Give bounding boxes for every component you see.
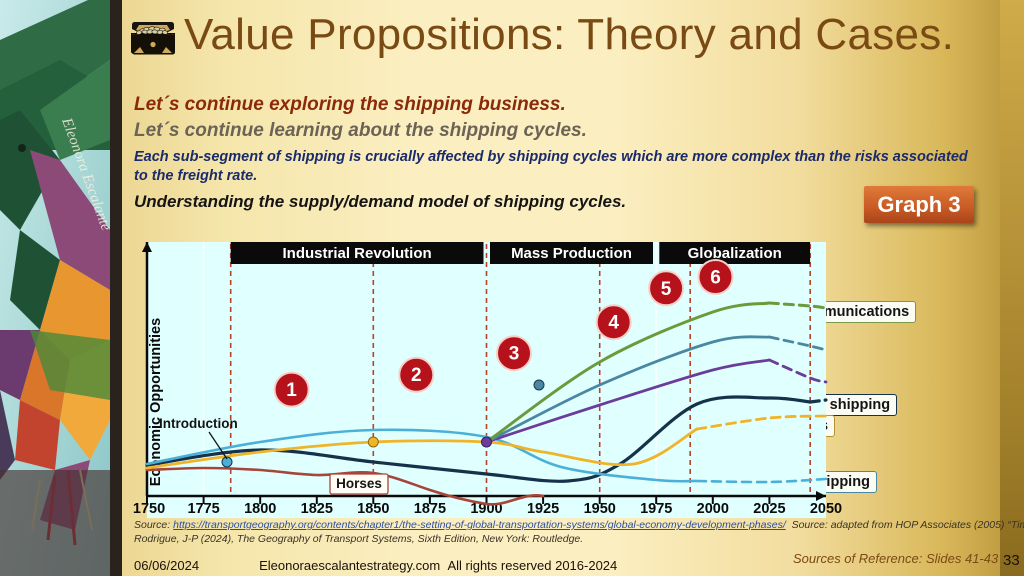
svg-text:5: 5 bbox=[661, 279, 672, 300]
svg-text:6: 6 bbox=[710, 268, 721, 289]
svg-text:1975: 1975 bbox=[640, 501, 672, 517]
svg-text:Introduction: Introduction bbox=[159, 416, 238, 431]
svg-text:1925: 1925 bbox=[527, 501, 559, 517]
svg-text:1750: 1750 bbox=[133, 501, 165, 517]
svg-text:2050: 2050 bbox=[810, 501, 842, 517]
svg-text:1: 1 bbox=[286, 380, 297, 401]
svg-text:2000: 2000 bbox=[697, 501, 729, 517]
svg-text:Horses: Horses bbox=[336, 476, 382, 491]
svg-text:1950: 1950 bbox=[584, 501, 616, 517]
svg-text:4: 4 bbox=[608, 313, 619, 334]
svg-text:1825: 1825 bbox=[301, 501, 333, 517]
svg-text:1850: 1850 bbox=[357, 501, 389, 517]
svg-text:Industrial Revolution: Industrial Revolution bbox=[283, 245, 432, 262]
svg-text:1775: 1775 bbox=[187, 501, 219, 517]
svg-text:2025: 2025 bbox=[753, 501, 785, 517]
svg-text:3: 3 bbox=[509, 344, 520, 365]
svg-text:Mass Production: Mass Production bbox=[511, 245, 632, 262]
svg-text:Globalization: Globalization bbox=[688, 245, 782, 262]
svg-text:1875: 1875 bbox=[414, 501, 446, 517]
svg-text:2: 2 bbox=[411, 365, 422, 386]
svg-text:1800: 1800 bbox=[244, 501, 276, 517]
